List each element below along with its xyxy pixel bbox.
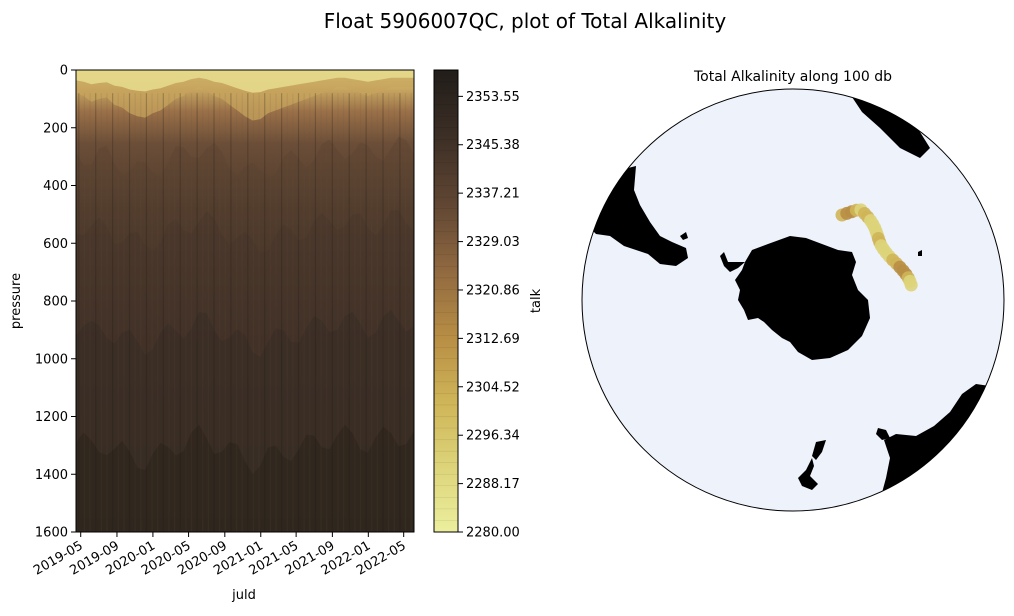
surface-layer-top: [76, 70, 414, 93]
y-tick-label: 1200: [35, 410, 68, 425]
y-tick-label: 800: [43, 295, 68, 310]
y-tick-label: 0: [60, 64, 68, 79]
colorbar-tick-label: 2288.17: [466, 477, 520, 492]
depth-band: [76, 210, 414, 532]
map-title: Total Alkalinity along 100 db: [693, 69, 892, 85]
south-america: [592, 166, 688, 266]
x-axis-ticks: 2019-052019-092020-012020-052020-092021-…: [31, 532, 409, 579]
float-track: [835, 203, 918, 292]
colorbar-frame: [433, 69, 459, 533]
new-zealand-south: [798, 458, 818, 490]
kerguelen: [918, 250, 922, 256]
heatmap-panel: 0 200 400 600 800 1000 1200 1400 1600 2019-05201…: [9, 64, 415, 603]
colorbar-tick-label: 2337.21: [466, 187, 520, 202]
colorbar-tick-label: 2312.69: [466, 332, 520, 347]
colorbar-label: talk: [529, 288, 544, 313]
colorbar-tick-label: 2353.55: [466, 90, 520, 105]
y-tick-label: 600: [43, 237, 68, 252]
colorbar-tick-label: 2280.00: [466, 526, 520, 541]
colorbar-tick-label: 2320.86: [466, 283, 520, 298]
colorbar-tick-label: 2329.03: [466, 235, 520, 250]
new-zealand-north: [812, 440, 826, 460]
depth-band: [76, 424, 414, 532]
map-boundary: [581, 88, 1005, 512]
africa: [850, 92, 930, 158]
y-tick-label: 400: [43, 179, 68, 194]
y-tick-label: 1000: [35, 352, 68, 367]
y-axis-label: pressure: [9, 273, 24, 329]
depth-band: [76, 309, 414, 532]
y-tick-label: 1600: [35, 526, 68, 541]
antarctic-peninsula: [720, 252, 745, 272]
depth-band: [76, 136, 414, 532]
x-axis-label: juld: [231, 588, 256, 603]
y-tick-label: 200: [43, 121, 68, 136]
colorbar-ticks: 2280.00 2288.17 2296.34 2304.52 2312.69 2320.…: [458, 90, 520, 541]
y-axis-ticks: 0 200 400 600 800 1000 1200 1400 1600: [35, 64, 76, 541]
colorbar-gradient: [434, 70, 458, 532]
colorbar-tick-label: 2345.38: [466, 138, 520, 153]
colorbar-tick-label: 2304.52: [466, 380, 520, 395]
heatmap-background: [76, 70, 414, 532]
antarctica: [735, 236, 870, 360]
y-tick-label: 1400: [35, 468, 68, 483]
suptitle: Float 5906007QC, plot of Total Alkalinit…: [324, 9, 727, 33]
tasmania: [876, 428, 890, 440]
map-panel: Total Alkalinity along 100 db: [581, 69, 1005, 512]
track-point: [904, 278, 918, 292]
colorbar: 2280.00 2288.17 2296.34 2304.52 2312.69 2320.…: [433, 69, 544, 541]
south-america-island: [680, 232, 688, 240]
colorbar-tick-label: 2296.34: [466, 429, 520, 444]
